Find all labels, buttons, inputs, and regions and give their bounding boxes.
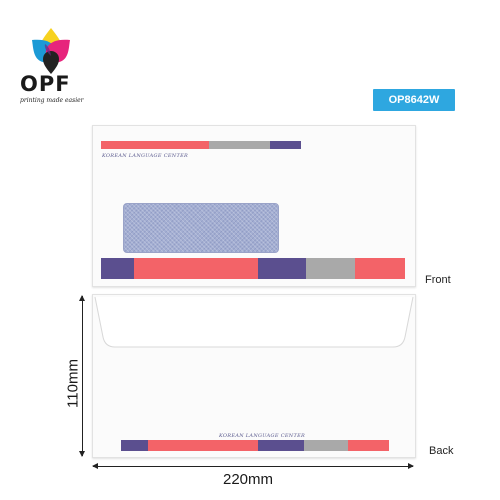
bar-segment-gray: [304, 440, 348, 451]
bar-segment-purple: [258, 258, 306, 279]
front-label: Front: [425, 274, 451, 286]
bar-segment-purple: [258, 440, 304, 451]
bar-segment-coral: [348, 440, 389, 451]
bar-segment-coral: [101, 141, 209, 149]
brand-tagline: printing made easier: [20, 97, 84, 104]
bar-segment-coral: [134, 258, 258, 279]
height-dimension-line: [79, 295, 85, 457]
envelope-window: [123, 203, 279, 253]
back-company-text: KOREAN LANGUAGE CENTER: [219, 433, 306, 439]
bar-segment-purple: [101, 258, 134, 279]
envelope-back: KOREAN LANGUAGE CENTER: [92, 294, 416, 458]
front-company-text: KOREAN LANGUAGE CENTER: [102, 153, 189, 159]
back-bottom-color-bar: [121, 440, 389, 451]
bar-segment-coral: [148, 440, 258, 451]
bar-segment-purple: [269, 141, 301, 149]
bar-segment-purple: [121, 440, 148, 451]
front-top-color-bar: [101, 141, 301, 149]
bar-segment-gray: [306, 258, 355, 279]
product-code-badge: OP8642W: [373, 89, 455, 111]
width-dimension-line: [92, 463, 414, 469]
back-label: Back: [429, 445, 454, 457]
front-bottom-color-bar: [101, 258, 407, 279]
bar-segment-coral: [355, 258, 405, 279]
height-dimension-label: 110mm: [64, 359, 82, 408]
width-dimension-label: 220mm: [223, 471, 274, 488]
brand-name: OPF: [20, 72, 71, 96]
bar-segment-gray: [208, 141, 270, 149]
envelope-flap: [94, 296, 414, 348]
opf-drops-logo-icon: [32, 28, 70, 74]
envelope-front: KOREAN LANGUAGE CENTER: [92, 125, 416, 287]
